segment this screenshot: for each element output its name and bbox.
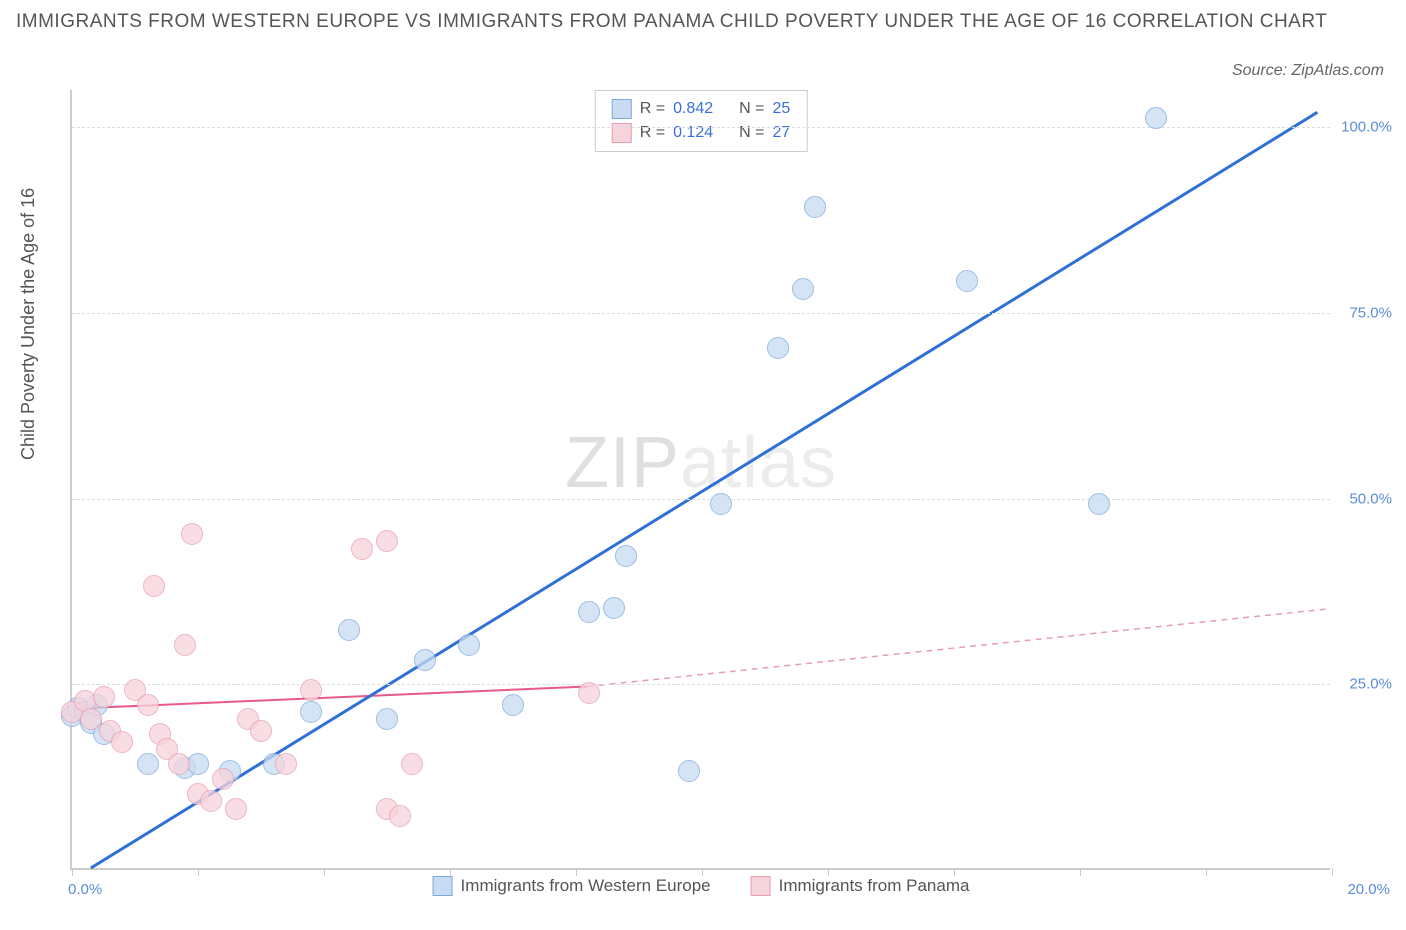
x-tick (450, 868, 451, 876)
data-point-panama (250, 720, 272, 742)
x-tick-label-min: 0.0% (68, 881, 102, 898)
bottom-legend: Immigrants from Western Europe Immigrants… (433, 876, 970, 896)
y-tick-label: 75.0% (1349, 304, 1392, 321)
data-point-panama (351, 538, 373, 560)
data-point-panama (174, 634, 196, 656)
source-citation: Source: ZipAtlas.com (1232, 62, 1384, 80)
x-tick (954, 868, 955, 876)
watermark: ZIPatlas (565, 422, 837, 504)
y-tick-label: 25.0% (1349, 676, 1392, 693)
gridline (72, 684, 1330, 685)
chart-title: IMMIGRANTS FROM WESTERN EUROPE VS IMMIGR… (16, 8, 1390, 37)
data-point-western_europe (578, 601, 600, 623)
gridline (72, 499, 1330, 500)
x-tick (324, 868, 325, 876)
gridline (72, 313, 1330, 314)
data-point-panama (111, 731, 133, 753)
x-tick (198, 868, 199, 876)
data-point-western_europe (458, 634, 480, 656)
x-tick (702, 868, 703, 876)
legend-swatch-icon (612, 99, 632, 119)
data-point-panama (376, 530, 398, 552)
data-point-panama (212, 768, 234, 790)
bottom-legend-item-panama: Immigrants from Panama (751, 876, 970, 896)
data-point-panama (93, 686, 115, 708)
bottom-legend-item-western_europe: Immigrants from Western Europe (433, 876, 711, 896)
data-point-western_europe (615, 545, 637, 567)
legend-r-value: 0.842 (673, 100, 713, 118)
data-point-panama (275, 753, 297, 775)
x-tick (1206, 868, 1207, 876)
bottom-legend-label: Immigrants from Panama (779, 876, 970, 896)
data-point-panama (578, 682, 600, 704)
plot-area: ZIPatlas R =0.842N =25R =0.124N =27 Immi… (70, 90, 1330, 870)
data-point-western_europe (1088, 493, 1110, 515)
data-point-panama (225, 798, 247, 820)
data-point-panama (137, 694, 159, 716)
data-point-panama (200, 790, 222, 812)
data-point-western_europe (678, 760, 700, 782)
data-point-western_europe (767, 337, 789, 359)
data-point-panama (143, 575, 165, 597)
x-tick (828, 868, 829, 876)
data-point-panama (181, 523, 203, 545)
data-point-western_europe (792, 278, 814, 300)
legend-n-label: N = (739, 100, 764, 118)
bottom-legend-label: Immigrants from Western Europe (461, 876, 711, 896)
x-tick-label-max: 20.0% (1347, 881, 1390, 898)
legend-swatch-icon (751, 876, 771, 896)
legend-swatch-icon (433, 876, 453, 896)
y-tick-label: 50.0% (1349, 490, 1392, 507)
x-tick (576, 868, 577, 876)
trend-line (588, 609, 1330, 687)
legend-row-western_europe: R = 0.842 N = 25 (612, 97, 791, 121)
data-point-panama (389, 805, 411, 827)
y-axis-label: Child Poverty Under the Age of 16 (18, 188, 39, 460)
data-point-panama (300, 679, 322, 701)
legend-swatch-icon (612, 123, 632, 143)
gridline (72, 127, 1330, 128)
watermark-bold: ZIP (565, 423, 680, 503)
watermark-light: atlas (680, 423, 837, 503)
data-point-western_europe (338, 619, 360, 641)
x-tick (1080, 868, 1081, 876)
x-tick (72, 868, 73, 876)
trend-lines-svg (72, 90, 1330, 868)
data-point-panama (168, 753, 190, 775)
data-point-western_europe (710, 493, 732, 515)
data-point-western_europe (414, 649, 436, 671)
legend-stats-box: R = 0.842 N = 25 R =0.124N =27 (595, 90, 808, 152)
legend-n-value: 25 (772, 100, 790, 118)
legend-row-panama: R =0.124N =27 (612, 121, 791, 145)
data-point-western_europe (804, 196, 826, 218)
x-tick (1332, 868, 1333, 876)
data-point-western_europe (376, 708, 398, 730)
data-point-panama (401, 753, 423, 775)
legend-r-label: R = (640, 100, 665, 118)
y-tick-label: 100.0% (1341, 119, 1392, 136)
data-point-western_europe (956, 270, 978, 292)
data-point-western_europe (502, 694, 524, 716)
data-point-western_europe (187, 753, 209, 775)
data-point-western_europe (137, 753, 159, 775)
data-point-western_europe (300, 701, 322, 723)
data-point-western_europe (1145, 107, 1167, 129)
data-point-western_europe (603, 597, 625, 619)
